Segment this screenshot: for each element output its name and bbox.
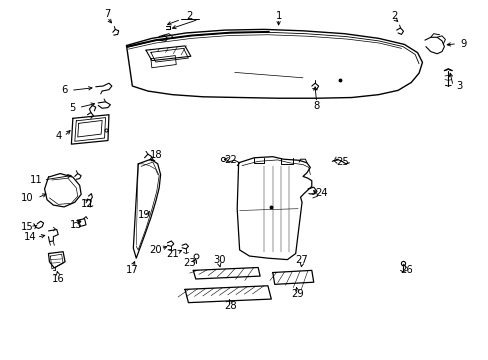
Text: 21: 21 xyxy=(165,248,178,258)
Text: 27: 27 xyxy=(295,255,308,265)
Text: 1: 1 xyxy=(275,11,281,21)
Text: 4: 4 xyxy=(55,131,61,141)
Text: 22: 22 xyxy=(224,155,237,165)
Text: 12: 12 xyxy=(81,199,94,210)
Text: 16: 16 xyxy=(52,274,64,284)
Text: 6: 6 xyxy=(61,85,67,95)
Text: 26: 26 xyxy=(399,265,412,275)
Text: 7: 7 xyxy=(103,9,110,19)
Text: 30: 30 xyxy=(212,255,225,265)
Text: 9: 9 xyxy=(460,39,466,49)
Text: 13: 13 xyxy=(70,220,82,230)
Text: 2: 2 xyxy=(391,11,397,21)
Text: 25: 25 xyxy=(336,157,348,167)
Text: 19: 19 xyxy=(138,210,151,220)
Text: 2: 2 xyxy=(186,11,193,21)
Text: 10: 10 xyxy=(21,193,34,203)
Text: 29: 29 xyxy=(290,289,303,299)
Text: 17: 17 xyxy=(126,265,139,275)
Text: 23: 23 xyxy=(183,258,196,268)
Text: 15: 15 xyxy=(21,222,34,231)
Text: 5: 5 xyxy=(69,103,76,113)
Text: 14: 14 xyxy=(23,232,36,242)
Text: 18: 18 xyxy=(149,150,162,160)
Text: 28: 28 xyxy=(224,301,237,311)
Text: 3: 3 xyxy=(455,81,461,91)
Text: 8: 8 xyxy=(313,101,319,111)
Text: 20: 20 xyxy=(149,245,162,255)
Text: 24: 24 xyxy=(315,188,327,198)
Text: 11: 11 xyxy=(29,175,42,185)
